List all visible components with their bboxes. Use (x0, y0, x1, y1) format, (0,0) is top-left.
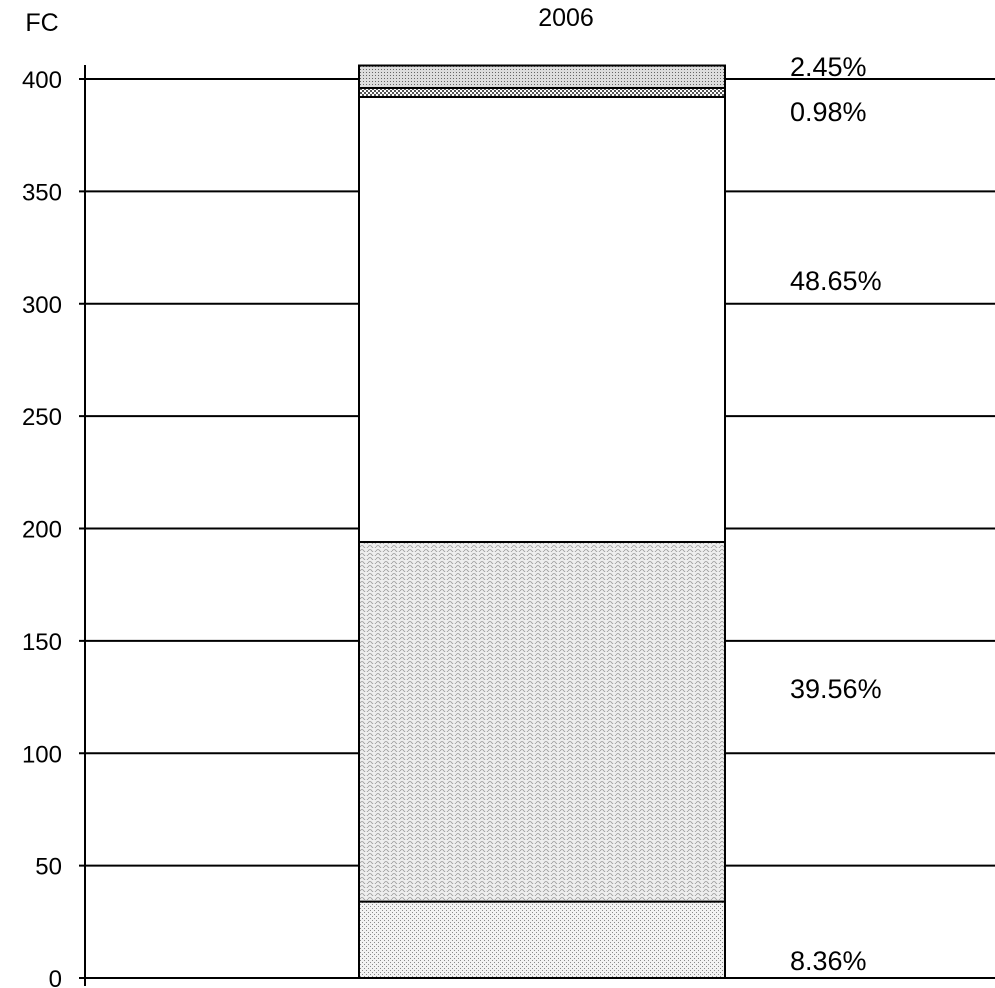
y-axis-label: FC (25, 9, 58, 37)
y-axis-ticks: 0 50 100 150 200 250 300 350 400 (22, 67, 62, 988)
segment-percent-label: 2.45% (790, 52, 867, 82)
bar-segment (358, 86, 726, 98)
chart-title: 2006 (538, 4, 594, 32)
y-tick-label: 250 (22, 404, 62, 431)
segment-percent-label: 48.65% (790, 266, 882, 296)
segment-percent-label: 39.56% (790, 674, 882, 704)
y-tick-label: 350 (22, 179, 62, 206)
bar-segment (358, 64, 726, 89)
y-tick-label: 0 (49, 966, 62, 988)
segment-labels: 8.36% 39.56% 48.65% 0.98% 2.45% (790, 52, 882, 976)
bar-segment (358, 540, 726, 903)
segment-percent-label: 8.36% (790, 946, 867, 976)
y-tick-label: 150 (22, 629, 62, 656)
bar-segment (358, 95, 726, 543)
y-tick-label: 200 (22, 517, 62, 544)
segment-percent-label: 0.98% (790, 97, 867, 127)
bar-segments (358, 64, 726, 980)
y-tick-label: 50 (35, 854, 62, 881)
y-tick-label: 400 (22, 67, 62, 94)
y-tick-label: 100 (22, 741, 62, 768)
y-tick-label: 300 (22, 292, 62, 319)
bar-segment (358, 900, 726, 980)
